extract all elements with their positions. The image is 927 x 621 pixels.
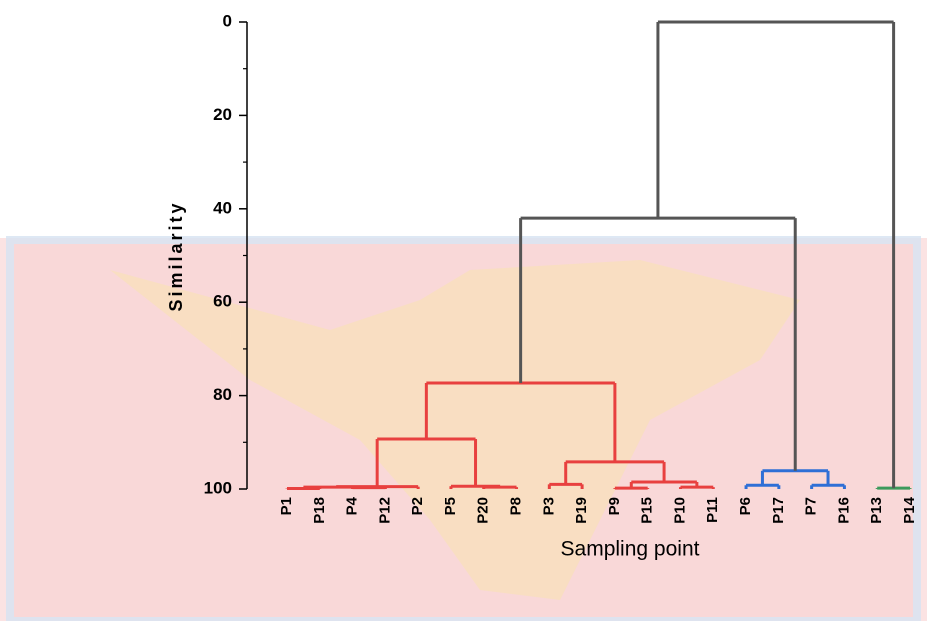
leaf-label: P13 [868,497,885,524]
leaf-label: P8 [507,497,524,515]
leaf-label: P5 [442,497,459,515]
leaf-label: P6 [737,497,754,515]
leaf-label: P15 [639,497,656,524]
leaf-label: P20 [475,497,492,524]
leaf-label: P7 [803,497,820,515]
y-axis-label: Similarity [166,200,186,311]
leaf-label: P10 [671,497,688,524]
y-tick-label: 0 [223,11,232,30]
y-tick-label: 100 [204,478,232,497]
leaf-label: P14 [901,496,918,523]
leaf-label: P1 [278,497,295,515]
leaf-label: P17 [770,497,787,524]
leaf-label: P16 [835,497,852,524]
y-tick-label: 40 [213,198,232,217]
y-tick-label: 80 [213,385,232,404]
leaf-label: P11 [704,497,721,523]
leaf-label: P18 [311,497,328,524]
y-tick-label: 20 [213,105,232,124]
leaf-label: P2 [409,497,426,515]
x-axis-label: Sampling point [561,538,700,561]
leaf-label: P12 [376,497,393,524]
leaf-label: P19 [573,497,590,524]
leaf-label: P9 [606,497,623,515]
leaf-label: P3 [540,497,557,515]
y-tick-label: 60 [213,292,232,311]
leaf-label: P4 [344,496,361,515]
chart: Similarity Sampling point 0 20 40 60 80 100 P1… [0,0,927,621]
